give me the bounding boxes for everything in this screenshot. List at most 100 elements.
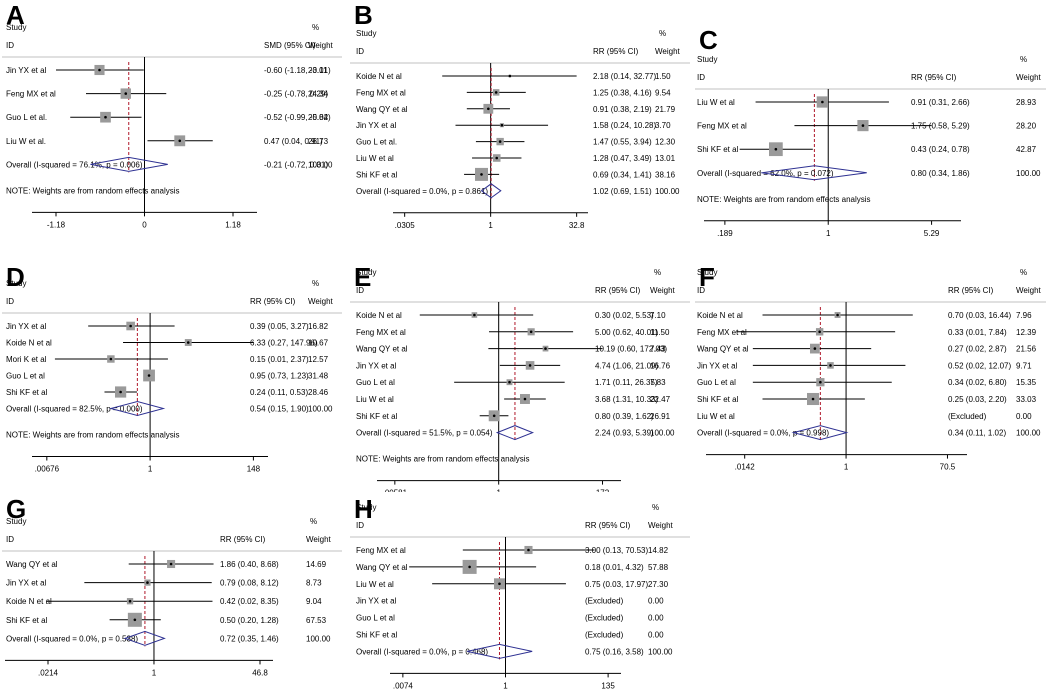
point-estimate — [529, 330, 533, 334]
study-effect: -0.60 (-1.18, -0.01) — [264, 66, 331, 75]
overall-diamond — [123, 630, 166, 646]
overall-row: Overall (I-squared = 82.5%, p = 0.000) 0.… — [6, 400, 333, 417]
study-row: Jin YX et al 0.52 (0.02, 12.07) 9.71 — [697, 361, 1032, 370]
random-effects-note: NOTE: Weights are from random effects an… — [697, 195, 871, 204]
forest-panel-a: A Study ID SMD (95% CI)% Weight Jin YX et al -… — [2, 0, 342, 240]
study-effect: 3.68 (1.31, 10.33) — [595, 395, 658, 404]
study-label: Koide N et al — [356, 311, 402, 320]
study-weight: 3.70 — [655, 121, 671, 130]
study-row: Liu W et al 0.91 (0.31, 2.66) 28.93 — [697, 96, 1037, 108]
study-effect: 0.79 (0.08, 8.12) — [220, 579, 279, 588]
study-weight: 21.79 — [655, 105, 676, 114]
study-effect: 0.42 (0.02, 8.35) — [220, 597, 279, 606]
header-effect: RR (95% CI) — [593, 47, 639, 56]
study-weight: 28.93 — [1016, 98, 1037, 107]
study-row: Jin YX et al (Excluded) 0.00 — [356, 597, 664, 606]
study-label: Jin YX et al — [356, 361, 397, 370]
study-weight: 22.47 — [650, 395, 671, 404]
header-study: Study — [697, 55, 717, 64]
study-weight: 10.67 — [308, 339, 329, 348]
point-estimate — [186, 341, 190, 344]
point-estimate — [523, 397, 527, 401]
study-row: Koide N et al 2.18 (0.14, 32.77)1.50 — [356, 72, 671, 81]
forest-panel-f: F Study ID RR (95% CI)% Weight Koide N et al 0… — [695, 262, 1046, 492]
point-estimate — [813, 347, 817, 350]
overall-effect: 0.72 (0.35, 1.46) — [220, 634, 279, 643]
study-row: Koide N et al 0.30 (0.02, 5.53)7.10 — [356, 311, 666, 320]
x-tick-label: 1 — [826, 229, 831, 238]
study-row: Jin YX et al 4.74 (1.06, 21.09)16.76 — [356, 361, 671, 370]
overall-row: Overall (I-squared = 0.0%, p = 0.468) 0.7… — [356, 643, 673, 659]
header-id: ID — [356, 47, 364, 56]
point-estimate — [495, 156, 499, 160]
study-effect: 1.28 (0.47, 3.49) — [593, 154, 652, 163]
study-row: Guo L et al. 1.47 (0.55, 3.94) 12.30 — [356, 138, 676, 147]
study-row: Guo L et al (Excluded) 0.00 — [356, 614, 664, 623]
point-estimate — [468, 565, 471, 569]
random-effects-note: NOTE: Weights are from random effects an… — [356, 455, 530, 464]
study-label: Koide N et al — [6, 597, 52, 606]
x-tick-label: 1 — [496, 489, 501, 492]
study-weight: 42.87 — [1016, 145, 1037, 154]
study-effect: 10.19 (0.60, 172.03) — [595, 345, 667, 354]
study-effect: 0.24 (0.11, 0.53) — [250, 388, 308, 397]
study-effect: 1.75 (0.58, 5.29) — [911, 122, 970, 131]
header-weight: Weight — [308, 41, 334, 50]
study-effect: 1.25 (0.38, 4.16) — [593, 88, 652, 97]
random-effects-note: NOTE: Weights are from random effects an… — [6, 431, 180, 440]
panel-label: E — [354, 262, 371, 292]
study-effect: 0.39 (0.05, 3.27) — [250, 322, 309, 331]
point-estimate — [819, 380, 822, 384]
point-estimate — [178, 139, 182, 143]
header-study: Study — [356, 268, 376, 277]
study-weight: 67.53 — [306, 616, 327, 625]
point-estimate — [818, 330, 821, 334]
header-effect: RR (95% CI) — [220, 535, 266, 544]
overall-label: Overall (I-squared = 0.0%, p = 0.861) — [356, 187, 488, 196]
overall-label: Overall (I-squared = 0.0%, p = 0.468) — [356, 647, 488, 656]
header-effect: RR (95% CI) — [595, 286, 641, 295]
overall-diamond — [480, 183, 502, 199]
header-study: Study — [697, 268, 717, 277]
study-effect: 0.91 (0.38, 2.19) — [593, 105, 652, 114]
study-effect: 0.91 (0.31, 2.66) — [911, 98, 970, 107]
study-label: Guo L et al. — [6, 113, 47, 122]
study-label: Shi KF et al — [356, 631, 398, 640]
study-label: Liu W et al — [697, 98, 735, 107]
study-row: Shi KF et al 0.24 (0.11, 0.53) 28.46 — [6, 386, 329, 398]
header-percent: % — [652, 503, 659, 512]
study-label: Jin YX et al — [356, 597, 397, 606]
overall-effect: 2.24 (0.93, 5.39) — [595, 429, 654, 438]
study-label: Koide N et al — [6, 339, 52, 348]
study-effect: 0.50 (0.20, 1.28) — [220, 616, 279, 625]
study-weight: 9.71 — [1016, 361, 1032, 370]
study-weight: 12.39 — [1016, 328, 1037, 337]
study-weight: 8.73 — [306, 579, 322, 588]
overall-weight: 100.00 — [1016, 429, 1041, 438]
study-weight: 7.96 — [1016, 311, 1032, 320]
study-weight: 25.82 — [308, 113, 329, 122]
study-effect: 1.47 (0.55, 3.94) — [593, 138, 652, 147]
study-label: Liu W et al — [356, 580, 394, 589]
overall-row: Overall (I-squared = 62.0%, p = 0.072) 0.… — [697, 165, 1041, 181]
study-label: Guo L et al — [356, 378, 395, 387]
point-estimate — [494, 91, 498, 94]
header-study: Study — [356, 29, 376, 38]
header-percent: % — [1020, 268, 1027, 277]
overall-weight: 100.00 — [648, 647, 673, 656]
study-row: Wang QY et al 0.91 (0.38, 2.19) 21.79 — [356, 103, 676, 114]
study-label: Shi KF et al — [6, 388, 48, 397]
study-label: Feng MX et al — [697, 122, 747, 131]
study-effect: 0.18 (0.01, 4.32) — [585, 563, 644, 572]
study-weight: 26.73 — [308, 137, 329, 146]
study-row: Shi KF et al 0.69 (0.34, 1.41) 38.16 — [356, 167, 676, 181]
study-effect: 4.74 (1.06, 21.09) — [595, 361, 658, 370]
overall-diamond — [495, 425, 535, 441]
study-label: Koide N et al — [356, 72, 402, 81]
study-weight: 0.00 — [648, 631, 664, 640]
x-tick-label: 70.5 — [940, 463, 956, 472]
study-weight: 16.82 — [308, 322, 329, 331]
header-percent: % — [312, 23, 319, 32]
overall-effect: 0.80 (0.34, 1.86) — [911, 169, 970, 178]
